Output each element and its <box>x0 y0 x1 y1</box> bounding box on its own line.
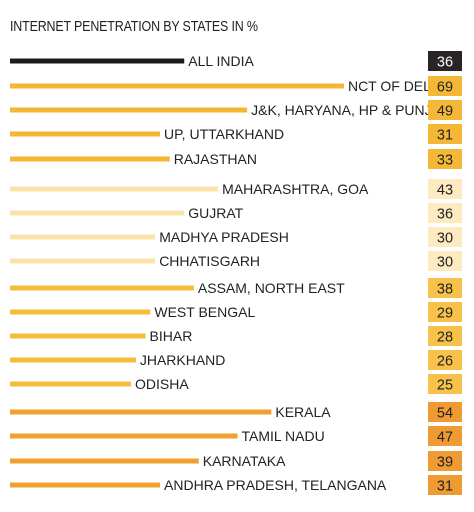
value-label-assam-north-east: 38 <box>437 282 453 298</box>
category-label-andhra-pradesh-telangana: ANDHRA PRADESH, TELANGANA <box>164 477 387 493</box>
bar-j-k-haryana-hp-punjab <box>10 107 248 113</box>
category-label-chhatisgarh: CHHATISGARH <box>159 253 260 269</box>
value-box-jharkhand <box>428 350 462 370</box>
category-label-all-india: ALL INDIA <box>188 53 254 69</box>
bar-nct-of-delhi <box>10 83 344 89</box>
value-box-chhatisgarh <box>428 251 462 271</box>
bar-kerala <box>10 409 272 415</box>
value-box-karnataka <box>428 451 462 471</box>
value-label-j-k-haryana-hp-punjab: 49 <box>437 104 453 120</box>
category-label-jharkhand: JHARKHAND <box>140 352 226 368</box>
category-label-odisha: ODISHA <box>135 376 189 392</box>
value-label-karnataka: 39 <box>437 455 453 471</box>
value-label-madhya-pradesh: 30 <box>437 231 453 247</box>
bar-all-india <box>10 58 185 64</box>
value-label-jharkhand: 26 <box>437 354 453 370</box>
bar-odisha <box>10 381 131 387</box>
value-box-all-india <box>428 51 462 71</box>
value-label-tamil-nadu: 47 <box>437 430 453 446</box>
category-label-madhya-pradesh: MADHYA PRADESH <box>159 229 289 245</box>
chart-title: INTERNET PENETRATION BY STATES IN % <box>10 19 258 35</box>
value-label-gujrat: 36 <box>437 207 453 223</box>
category-label-j-k-haryana-hp-punjab: J&K, HARYANA, HP & PUNJAB <box>251 102 450 118</box>
value-label-chhatisgarh: 30 <box>437 255 453 271</box>
value-box-up-uttarkhand <box>428 124 462 144</box>
bar-rajasthan <box>10 156 170 162</box>
category-label-karnataka: KARNATAKA <box>203 453 286 469</box>
value-label-up-uttarkhand: 31 <box>437 128 453 144</box>
value-label-andhra-pradesh-telangana: 31 <box>437 479 453 495</box>
category-label-bihar: BIHAR <box>150 328 193 344</box>
bar-up-uttarkhand <box>10 131 161 137</box>
bar-tamil-nadu <box>10 433 238 439</box>
value-label-west-bengal: 29 <box>437 306 453 322</box>
bar-assam-north-east <box>10 285 194 291</box>
category-label-rajasthan: RAJASTHAN <box>174 151 257 167</box>
value-label-bihar: 28 <box>437 330 453 346</box>
bar-gujrat <box>10 210 185 216</box>
value-box-tamil-nadu <box>428 426 462 446</box>
category-label-assam-north-east: ASSAM, NORTH EAST <box>198 280 345 296</box>
category-label-gujrat: GUJRAT <box>188 205 243 221</box>
bar-karnataka <box>10 458 199 464</box>
bar-maharashtra-goa <box>10 186 219 192</box>
value-box-rajasthan <box>428 149 462 169</box>
value-box-bihar <box>428 326 462 346</box>
value-box-madhya-pradesh <box>428 227 462 247</box>
value-box-maharashtra-goa <box>428 179 462 199</box>
value-label-all-india: 36 <box>437 55 453 71</box>
value-label-kerala: 54 <box>437 406 453 422</box>
value-box-andhra-pradesh-telangana <box>428 475 462 495</box>
value-box-gujrat <box>428 203 462 223</box>
category-label-up-uttarkhand: UP, UTTARKHAND <box>164 126 284 142</box>
category-label-maharashtra-goa: MAHARASHTRA, GOA <box>222 181 369 197</box>
bar-madhya-pradesh <box>10 234 156 240</box>
value-box-assam-north-east <box>428 278 462 298</box>
value-box-kerala <box>428 402 462 422</box>
bar-bihar <box>10 333 146 339</box>
category-label-kerala: KERALA <box>275 404 331 420</box>
category-label-tamil-nadu: TAMIL NADU <box>241 428 324 444</box>
value-box-nct-of-delhi <box>428 76 462 96</box>
value-label-nct-of-delhi: 69 <box>437 80 453 96</box>
bar-west-bengal <box>10 309 151 315</box>
bar-chhatisgarh <box>10 258 156 264</box>
value-box-odisha <box>428 374 462 394</box>
value-box-j-k-haryana-hp-punjab <box>428 100 462 120</box>
value-label-maharashtra-goa: 43 <box>437 183 453 199</box>
value-box-west-bengal <box>428 302 462 322</box>
bar-jharkhand <box>10 357 136 363</box>
category-label-west-bengal: WEST BENGAL <box>154 304 255 320</box>
value-label-odisha: 25 <box>437 378 453 394</box>
bar-andhra-pradesh-telangana <box>10 482 161 488</box>
value-label-rajasthan: 33 <box>437 153 453 169</box>
category-label-nct-of-delhi: NCT OF DELHI <box>348 78 445 94</box>
